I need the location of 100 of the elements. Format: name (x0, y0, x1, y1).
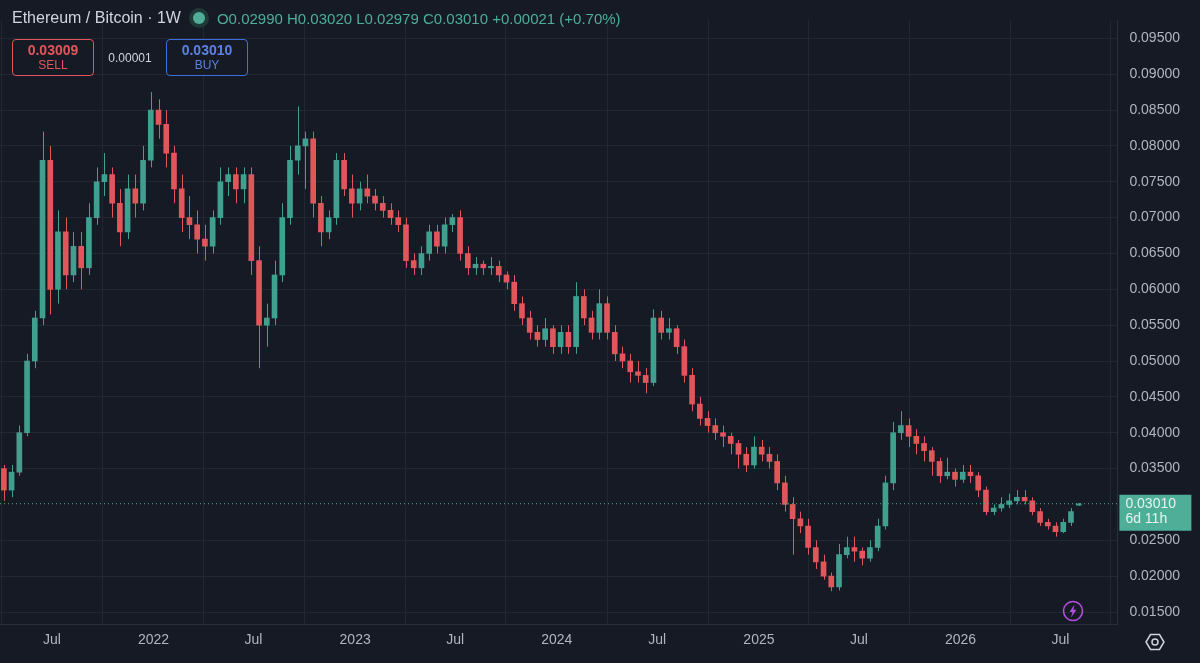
candlestick (302, 131, 309, 190)
candlestick (542, 317, 548, 348)
y-tick-label: 0.05500 (1129, 316, 1181, 333)
candlestick (944, 457, 951, 480)
candlestick (627, 353, 634, 384)
y-tick-label: 0.05000 (1129, 351, 1181, 368)
candlestick (983, 486, 989, 516)
candlestick (263, 303, 270, 348)
y-tick-label: 0.04000 (1129, 423, 1181, 440)
candlestick (774, 453, 780, 491)
candlestick (673, 324, 680, 355)
candlestick (797, 511, 804, 534)
candlestick (611, 324, 618, 362)
candlestick (1, 464, 7, 502)
annotation: 0.03010 (181, 41, 233, 58)
x-tick-label: 2025 (743, 631, 775, 648)
x-tick-label: Jul (1051, 631, 1070, 648)
candlestick (434, 224, 440, 254)
candlestick (635, 360, 641, 384)
candlestick (782, 475, 788, 513)
candlestick (364, 174, 371, 204)
candlestick (387, 202, 394, 226)
annotation: 0.03009 (27, 41, 79, 58)
candlestick (78, 231, 85, 290)
candlestick (743, 446, 750, 473)
candlestick (511, 274, 518, 312)
candlestick (696, 396, 703, 427)
y-tick-label: 0.02000 (1129, 567, 1181, 584)
candlestick (101, 152, 108, 197)
y-tick-label: 0.07500 (1129, 172, 1181, 189)
candlestick (805, 518, 811, 556)
candlestick (913, 428, 920, 455)
candlestick (519, 295, 525, 326)
candlestick (905, 417, 912, 448)
annotation: 0.00001 (107, 50, 153, 65)
y-tick-label: 0.06000 (1129, 280, 1181, 297)
candlestick (727, 432, 734, 455)
candlestick (349, 174, 355, 219)
y-tick-label: 0.08500 (1129, 100, 1181, 117)
candlestick (186, 195, 193, 240)
x-tick-label: Jul (849, 631, 868, 648)
candlestick (843, 536, 850, 559)
candlestick (658, 310, 664, 341)
candlestick (735, 439, 742, 470)
candlestick (828, 572, 835, 592)
y-tick-label: 0.07000 (1129, 208, 1181, 225)
candlestick (202, 224, 208, 262)
candlestick (975, 471, 982, 498)
candlestick (372, 188, 378, 211)
candlestick (758, 439, 765, 462)
annotation: BUY (194, 57, 220, 73)
candlestick (495, 260, 502, 283)
candlestick (642, 367, 649, 394)
candlestick (225, 166, 231, 197)
chart-title: Ethereum / Bitcoin · 1W (12, 9, 181, 27)
y-tick-label: 0.06500 (1129, 244, 1181, 261)
candlestick (751, 435, 757, 470)
candlestick (704, 410, 711, 434)
candlestick (898, 410, 904, 441)
candlestick (465, 245, 471, 276)
candlestick (581, 288, 587, 326)
candlestick (526, 310, 533, 341)
candlestick (874, 518, 881, 552)
candlestick (712, 417, 719, 441)
candlestick (194, 209, 201, 254)
candlestick (720, 425, 726, 448)
candlestick (666, 317, 672, 341)
x-tick-label: 2023 (339, 631, 371, 648)
x-tick-label: Jul (244, 631, 263, 648)
candlestick (441, 217, 448, 254)
y-tick-label: 0.04500 (1129, 387, 1181, 404)
y-tick-label: 0.09000 (1129, 65, 1181, 82)
y-tick-label: 0.09500 (1129, 29, 1181, 46)
candlestick (294, 105, 301, 176)
x-tick-label: 2022 (137, 631, 170, 648)
ref-line-label: 0.03010 (1125, 494, 1177, 511)
x-tick-label: 2024 (541, 631, 573, 648)
candlestick (132, 174, 139, 219)
candlestick (410, 252, 417, 276)
annotation: O0.02990 H0.03020 L0.02979 C0.03010 +0.00021 (+0.70%) (216, 9, 621, 27)
text: 6d 11h (1125, 509, 1168, 526)
y-tick-label: 0.02500 (1129, 531, 1181, 548)
candlestick (766, 446, 773, 470)
candlestick (867, 539, 873, 563)
candlestick (426, 224, 432, 262)
candlestick (233, 166, 239, 204)
y-tick-label: 0.01500 (1129, 602, 1181, 619)
annotation: SELL (38, 57, 68, 73)
candlestick (534, 324, 541, 348)
candlestick (550, 324, 556, 355)
x-tick-label: Jul (446, 631, 465, 648)
candlestick (921, 435, 927, 462)
x-tick-label: 2026 (944, 631, 977, 648)
x-tick-label: Jul (42, 631, 61, 648)
x-tick-label: Jul (648, 631, 667, 648)
candlestick (379, 195, 386, 219)
candlestick (812, 539, 819, 570)
y-tick-label: 0.08000 (1129, 136, 1181, 153)
candlestick (928, 446, 935, 477)
candlestick (395, 209, 402, 233)
